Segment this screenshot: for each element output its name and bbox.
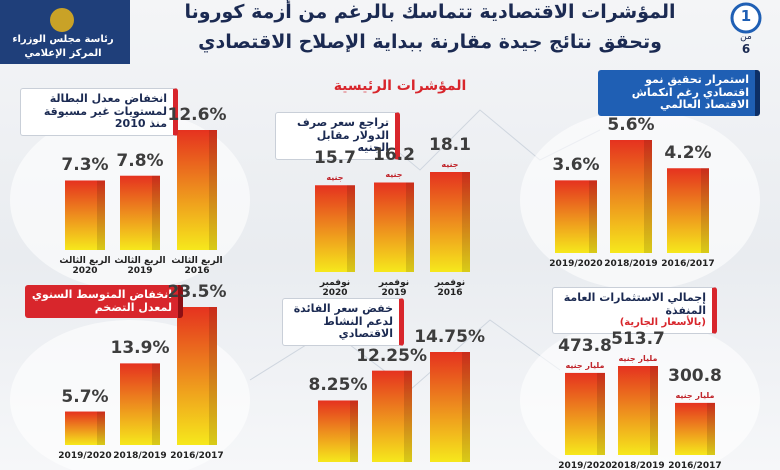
value-label: 4.2% xyxy=(664,143,712,164)
chart-subtitle: (بالأسعار الجارية) xyxy=(619,317,706,329)
value-label: 3.6% xyxy=(552,155,600,176)
category-label: 2016/2017 xyxy=(661,259,715,269)
category-label: 2019/2020 xyxy=(58,451,112,461)
unit-label: جنيه xyxy=(385,170,403,180)
value-label: 16.2 xyxy=(373,145,415,166)
category-label: 2016/2017 xyxy=(170,451,224,461)
page-badge xyxy=(730,2,762,34)
value-label: 7.3% xyxy=(61,155,109,176)
bar xyxy=(318,400,358,462)
unit-label: مليار جنيه xyxy=(618,354,658,363)
page-number: 1 xyxy=(740,7,752,25)
bar xyxy=(120,363,160,445)
bar-shade xyxy=(701,168,709,253)
chart-title: استمرار تحقيق نمو اقتصادي رغم انكماش الا… xyxy=(598,70,760,116)
unit-label: مليار جنيه xyxy=(565,360,605,370)
bar xyxy=(565,372,605,455)
bar-shade xyxy=(597,372,605,455)
bar-shade xyxy=(650,366,658,455)
bar xyxy=(177,130,217,250)
bar xyxy=(177,307,217,445)
bar-shade xyxy=(406,182,414,272)
value-label: 5.6% xyxy=(607,115,655,135)
bar xyxy=(555,180,597,253)
category-label: نوفمبر 2016 xyxy=(434,278,466,299)
bar xyxy=(315,185,355,272)
bar-shade xyxy=(347,185,355,272)
bar xyxy=(374,182,414,272)
value-label: 300.8 xyxy=(668,365,722,386)
bar-shade xyxy=(350,400,358,462)
value-label: 13.9% xyxy=(110,338,170,359)
category-label: الربع الثالث 2020 xyxy=(59,256,111,277)
value-label: 513.7 xyxy=(611,329,665,349)
bar xyxy=(372,370,412,462)
bar-shade xyxy=(152,175,160,250)
category-label: 2016/2017 xyxy=(668,461,722,470)
section-label: المؤشرات الرئيسية xyxy=(333,78,467,94)
chart-title: إجمالي الاستثمارات العامة المنفذة (بالأسع… xyxy=(552,287,717,334)
unit-label: جنيه xyxy=(326,173,344,183)
emblem xyxy=(50,8,74,32)
value-label: 14.75% xyxy=(414,327,485,347)
bar xyxy=(65,180,105,250)
bar-shade xyxy=(707,402,715,455)
value-label: 473.8 xyxy=(558,335,612,356)
bar-shade xyxy=(462,352,470,462)
bar xyxy=(675,402,715,455)
value-label: 23.5% xyxy=(167,282,227,302)
value-label: 7.8% xyxy=(116,150,164,171)
bar xyxy=(667,168,709,253)
bar-shade xyxy=(462,172,470,272)
title-line: المؤشرات الاقتصادية تتماسك بالرغم من أزم… xyxy=(184,1,676,23)
bar-shade xyxy=(644,140,652,253)
value-label: 15.7 xyxy=(314,148,356,169)
category-label: نوفمبر 2020 xyxy=(319,278,351,299)
bar-shade xyxy=(404,370,412,462)
chart-title: تراجع سعر صرف الدولار مقابل الجنيه xyxy=(275,112,400,160)
category-label: نوفمبر 2019 xyxy=(378,278,410,299)
category-label: 2018/2019 xyxy=(604,259,658,269)
value-label: 12.6% xyxy=(167,105,227,125)
title-line: وتحقق نتائج جيدة مقارنة ببداية الإصلاح ا… xyxy=(198,31,662,53)
bar xyxy=(618,366,658,455)
category-label: 2019/2020 xyxy=(558,461,612,470)
bar xyxy=(120,175,160,250)
bar xyxy=(65,411,105,445)
value-label: 8.25% xyxy=(308,375,368,396)
category-label: 2018/2019 xyxy=(113,451,167,461)
bar xyxy=(610,140,652,253)
chart-title: انخفاض معدل البطالة لمستويات غير مسبوقة … xyxy=(20,88,178,136)
chart-title: خفض سعر الفائدة لدعم النشاط الاقتصادي xyxy=(282,298,404,346)
logo-text: المركز الإعلامي xyxy=(24,48,102,59)
page-of: من xyxy=(740,32,752,42)
bar xyxy=(430,172,470,272)
logo-text: رئاسة مجلس الوزراء xyxy=(12,34,114,45)
bar-shade xyxy=(97,411,105,445)
value-label: 18.1 xyxy=(429,135,471,155)
bar-shade xyxy=(209,130,217,250)
bar xyxy=(430,352,470,462)
chart-title: انخفاض المتوسط السنوي لمعدل التضخم xyxy=(25,285,183,319)
category-label: 2018/2019 xyxy=(611,461,665,470)
unit-label: جنيه xyxy=(441,160,459,169)
bar-shade xyxy=(152,363,160,445)
bar-shade xyxy=(97,180,105,250)
category-label: 2019/2020 xyxy=(549,259,603,269)
unit-label: مليار جنيه xyxy=(675,390,715,400)
value-label: 12.25% xyxy=(356,345,427,366)
value-label: 5.7% xyxy=(61,386,109,407)
category-label: الربع الثالث 2016 xyxy=(171,256,223,277)
page-total: 6 xyxy=(741,42,751,56)
bar-shade xyxy=(589,180,597,253)
category-label: الربع الثالث 2019 xyxy=(114,256,166,277)
bar-shade xyxy=(209,307,217,445)
